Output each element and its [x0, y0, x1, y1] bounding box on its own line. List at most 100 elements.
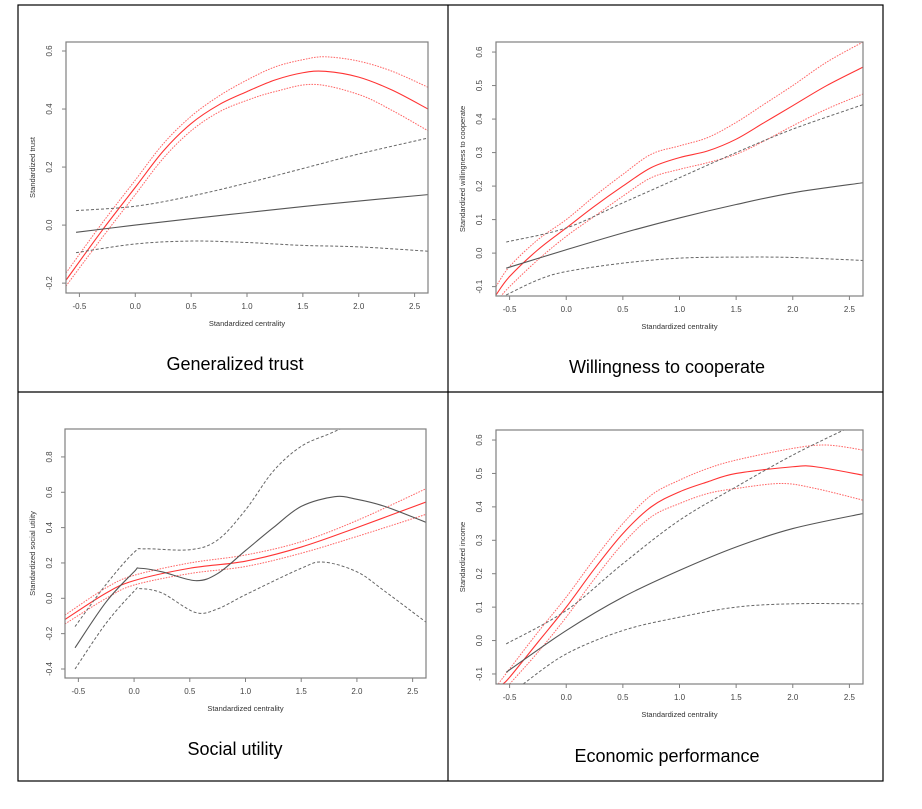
- panel-generalized-trust: Generalized trust Standardized centralit…: [28, 41, 429, 374]
- y-tick-label: 0.4: [475, 113, 484, 125]
- x-tick-label: 0.5: [617, 305, 629, 314]
- series-red-lower: [509, 482, 863, 684]
- plot-box: [65, 41, 429, 294]
- y-tick-label: -0.1: [475, 279, 484, 293]
- x-tick-label: 1.5: [296, 687, 308, 696]
- series-black-fit: [506, 182, 863, 269]
- x-tick-label: 2.0: [787, 305, 799, 314]
- y-tick-label: 0.5: [475, 79, 484, 91]
- series-red-fit: [65, 501, 426, 620]
- x-tick-label: 1.0: [241, 302, 253, 311]
- x-tick-label: 0.0: [130, 302, 142, 311]
- panel-social-utility: Social utility Standardized centrality S…: [28, 428, 427, 759]
- x-axis-title: Standardized centrality: [209, 319, 286, 328]
- series-group: [66, 56, 428, 287]
- series-red-upper: [66, 56, 428, 274]
- y-tick-label: 0.2: [45, 557, 54, 569]
- x-tick-label: 0.5: [186, 302, 198, 311]
- series-group: [496, 42, 863, 296]
- y-tick-label: 0.8: [45, 451, 54, 463]
- panel-willingness-to-cooperate: Willingness to cooperate Standardized ce…: [458, 41, 864, 377]
- series-black-fit: [74, 495, 426, 649]
- y-tick-label: 0.4: [45, 103, 54, 115]
- series-group: [497, 430, 863, 684]
- x-tick-label: 1.5: [297, 302, 309, 311]
- x-tick-label: 2.0: [351, 687, 363, 696]
- y-tick-label: 0.3: [475, 146, 484, 158]
- x-tick-label: 1.5: [731, 305, 743, 314]
- series-black-upper: [505, 430, 844, 645]
- panel-economic-performance: Economic performance Standardized centra…: [458, 429, 864, 766]
- plot-box: [495, 429, 864, 685]
- series-black-lower: [522, 603, 863, 684]
- x-axis-title: Standardized centrality: [207, 704, 284, 713]
- x-tick-label: 2.5: [407, 687, 419, 696]
- x-tick-label: 1.0: [674, 305, 686, 314]
- y-tick-label: 0.5: [475, 467, 484, 479]
- x-tick-label: -0.5: [503, 693, 517, 702]
- figure-frame: [17, 4, 884, 782]
- y-tick-label: 0.0: [475, 247, 484, 259]
- y-tick-label: 0.4: [475, 501, 484, 513]
- plot-box: [64, 428, 427, 679]
- x-tick-label: 1.5: [731, 693, 743, 702]
- series-red-fit: [496, 66, 863, 296]
- y-axis-title: Standardized income: [458, 522, 467, 592]
- y-tick-label: -0.2: [45, 626, 54, 640]
- series-black-lower: [505, 256, 863, 296]
- y-tick-label: 0.6: [475, 46, 484, 58]
- y-tick-label: 0.6: [45, 45, 54, 57]
- series-black-upper: [74, 429, 341, 627]
- y-axis-title: Standardized social utility: [28, 511, 37, 596]
- series-black-fit: [75, 194, 428, 233]
- panel-caption: Economic performance: [574, 746, 759, 766]
- panel-caption: Generalized trust: [166, 354, 303, 374]
- series-red-upper: [65, 488, 426, 616]
- panel-caption: Willingness to cooperate: [569, 357, 765, 377]
- series-group: [65, 429, 426, 670]
- y-tick-label: 0.2: [475, 180, 484, 192]
- series-black-lower: [75, 240, 428, 254]
- series-black-lower: [74, 561, 426, 670]
- x-tick-label: 0.5: [617, 693, 629, 702]
- y-tick-label: 0.2: [475, 568, 484, 580]
- x-tick-label: -0.5: [71, 687, 85, 696]
- y-tick-label: 0.1: [475, 213, 484, 225]
- x-tick-label: 2.0: [787, 693, 799, 702]
- y-tick-label: -0.2: [45, 276, 54, 290]
- x-tick-label: 1.0: [674, 693, 686, 702]
- y-tick-label: 0.0: [45, 592, 54, 604]
- y-tick-label: 0.3: [475, 534, 484, 546]
- y-tick-label: 0.4: [45, 522, 54, 534]
- series-red-lower: [500, 93, 863, 296]
- panel-caption: Social utility: [187, 739, 282, 759]
- series-black-upper: [506, 104, 863, 243]
- x-axis-title: Standardized centrality: [641, 710, 718, 719]
- x-tick-label: 2.5: [844, 305, 856, 314]
- y-tick-label: 0.6: [475, 434, 484, 446]
- x-tick-label: 2.5: [409, 302, 421, 311]
- x-tick-label: 2.0: [353, 302, 365, 311]
- series-red-lower: [66, 83, 428, 287]
- x-tick-label: 1.0: [240, 687, 252, 696]
- series-red-upper: [496, 42, 863, 287]
- x-tick-label: -0.5: [73, 302, 87, 311]
- series-red-lower: [65, 513, 426, 625]
- x-tick-label: -0.5: [503, 305, 517, 314]
- y-axis-title: Standardized willingness to cooperate: [458, 106, 467, 232]
- x-tick-label: 2.5: [844, 693, 856, 702]
- x-tick-label: 0.0: [561, 305, 573, 314]
- series-red-upper: [497, 444, 863, 684]
- y-tick-label: 0.6: [45, 486, 54, 498]
- y-tick-label: -0.1: [475, 667, 484, 681]
- x-tick-label: 0.5: [184, 687, 196, 696]
- y-tick-label: 0.2: [45, 161, 54, 173]
- y-tick-label: 0.0: [45, 219, 54, 231]
- y-tick-label: 0.1: [475, 601, 484, 613]
- y-tick-label: 0.0: [475, 634, 484, 646]
- x-axis-title: Standardized centrality: [641, 322, 718, 331]
- series-black-fit: [505, 513, 863, 673]
- y-axis-title: Standardized trust: [28, 136, 37, 198]
- x-tick-label: 0.0: [129, 687, 141, 696]
